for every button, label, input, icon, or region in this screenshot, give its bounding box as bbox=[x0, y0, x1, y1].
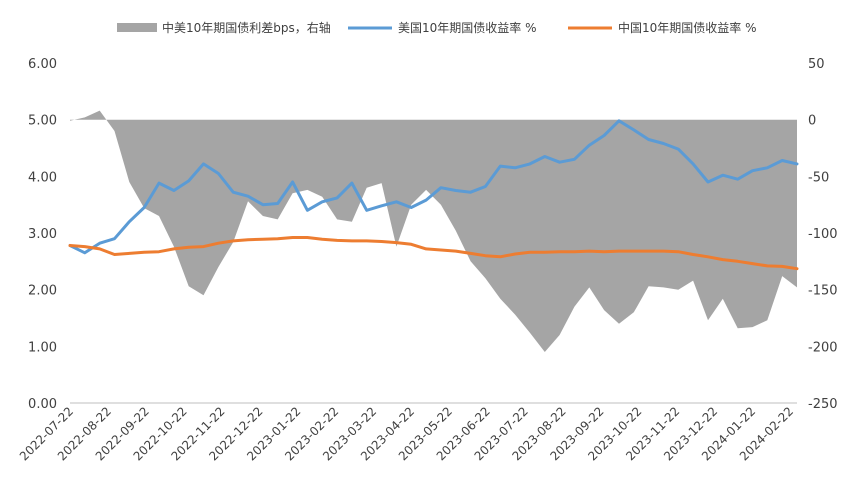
right-axis-ticks: 50 0 -50 -100 -150 -200 -250 bbox=[808, 57, 838, 412]
left-tick-label: 3.00 bbox=[28, 227, 57, 242]
left-axis-ticks: 6.00 5.00 4.00 3.00 2.00 1.00 0.00 bbox=[28, 57, 57, 412]
left-tick-label: 2.00 bbox=[28, 284, 57, 299]
spread-area bbox=[70, 110, 797, 352]
legend-label-cn: 中国10年期国债收益率 % bbox=[618, 20, 757, 35]
right-tick-label: -250 bbox=[808, 397, 838, 412]
legend-swatch-spread bbox=[117, 23, 157, 32]
right-tick-label: -200 bbox=[808, 340, 838, 355]
left-tick-label: 0.00 bbox=[28, 397, 57, 412]
spread-area-layer bbox=[70, 110, 797, 352]
left-tick-label: 6.00 bbox=[28, 57, 57, 72]
line-series-layer bbox=[68, 119, 799, 271]
legend-label-us: 美国10年期国债收益率 % bbox=[398, 20, 537, 35]
right-tick-label: 50 bbox=[808, 57, 825, 72]
cn-yield-line bbox=[68, 236, 799, 271]
legend-label-spread: 中美10年期国债利差bps，右轴 bbox=[162, 20, 331, 35]
left-tick-label: 5.00 bbox=[28, 114, 57, 129]
left-tick-label: 4.00 bbox=[28, 170, 57, 185]
left-tick-label: 1.00 bbox=[28, 340, 57, 355]
right-tick-label: -150 bbox=[808, 284, 838, 299]
x-axis-ticks: 2022-07-222022-08-222022-09-222022-10-22… bbox=[17, 404, 796, 463]
right-tick-label: -50 bbox=[808, 170, 829, 185]
us-yield-line bbox=[68, 119, 799, 255]
right-tick-label: 0 bbox=[808, 114, 816, 129]
right-tick-label: -100 bbox=[808, 227, 838, 242]
legend: 中美10年期国债利差bps，右轴 美国10年期国债收益率 % 中国10年期国债收… bbox=[117, 20, 757, 35]
